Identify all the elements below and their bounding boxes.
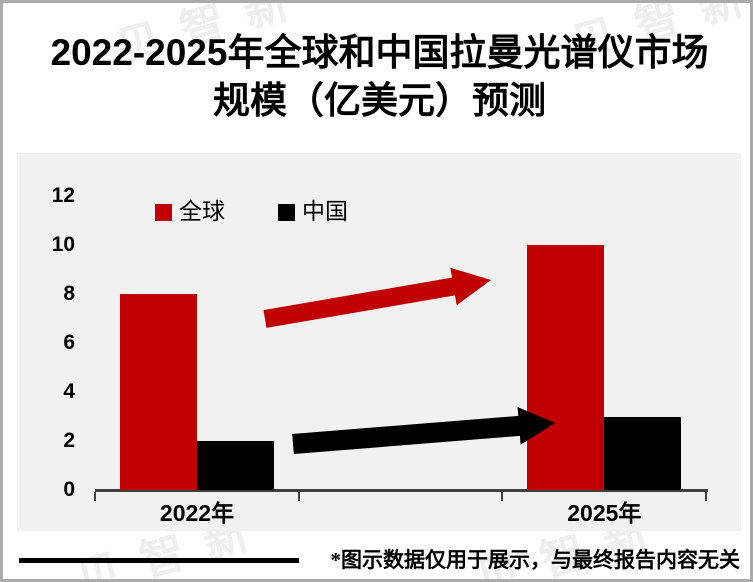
page-title: 2022-2025年全球和中国拉曼光谱仪市场 规模（亿美元）预测 bbox=[3, 29, 750, 126]
x-axis-tick bbox=[297, 492, 300, 501]
title-line1-text: 年全球和中国拉曼光谱仪市场 bbox=[227, 33, 709, 74]
x-axis-label: 2022年 bbox=[159, 500, 235, 526]
legend-item-china: 中国 bbox=[278, 200, 348, 224]
bar-series1-cat1 bbox=[604, 416, 682, 490]
bar-series1-cat0 bbox=[196, 441, 274, 490]
y-axis-label: 10 bbox=[51, 233, 75, 256]
growth-arrows bbox=[263, 267, 555, 454]
y-axis-label: 2 bbox=[63, 429, 75, 452]
legend-label-global: 全球 bbox=[179, 199, 225, 224]
growth-arrow-global bbox=[263, 267, 491, 328]
plot-area: 12 10 8 6 4 2 0 2022年 2025年 全球 中国 bbox=[17, 153, 741, 531]
title-line-2: 规模（亿美元）预测 bbox=[213, 81, 546, 122]
legend: 全球 中国 bbox=[155, 200, 348, 224]
x-axis-tick bbox=[94, 492, 96, 501]
title-year-range: 2022-2025 bbox=[50, 32, 228, 73]
y-axis-label: 8 bbox=[63, 282, 75, 305]
x-axis-label: 2025年 bbox=[567, 500, 642, 526]
bar-series0-cat0 bbox=[119, 294, 197, 490]
title-line-1: 2022-2025年全球和中国拉曼光谱仪市场 bbox=[3, 29, 750, 78]
x-axis-tick bbox=[705, 492, 707, 501]
y-axis-label: 4 bbox=[63, 380, 75, 403]
legend-swatch-china bbox=[278, 203, 295, 221]
y-axis-label: 0 bbox=[63, 478, 75, 501]
y-axis: 12 10 8 6 4 2 0 bbox=[17, 153, 75, 531]
y-axis-label: 12 bbox=[51, 184, 75, 207]
x-axis-tick bbox=[501, 492, 504, 501]
footnote: *图示数据仅用于展示，与最终报告内容无关 bbox=[330, 548, 741, 572]
bar-series0-cat1 bbox=[527, 245, 605, 490]
y-axis-label: 6 bbox=[63, 331, 75, 354]
legend-swatch-global bbox=[155, 203, 172, 221]
footer-divider-line bbox=[19, 558, 299, 563]
growth-arrow-china bbox=[292, 407, 555, 454]
legend-item-global: 全球 bbox=[155, 200, 225, 224]
legend-label-china: 中国 bbox=[302, 199, 348, 224]
x-axis-line bbox=[95, 489, 708, 492]
